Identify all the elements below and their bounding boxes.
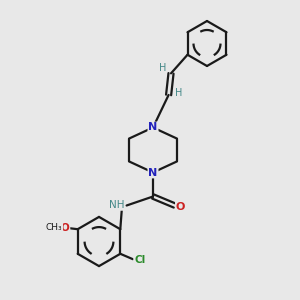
Text: CH₃: CH₃ [46,223,63,232]
Text: NH: NH [109,200,124,210]
Text: N: N [148,122,158,133]
Text: Cl: Cl [134,255,146,266]
Text: O: O [176,202,185,212]
Text: N: N [148,167,158,178]
Text: O: O [61,223,70,233]
Text: H: H [176,88,183,98]
Text: H: H [159,63,166,73]
